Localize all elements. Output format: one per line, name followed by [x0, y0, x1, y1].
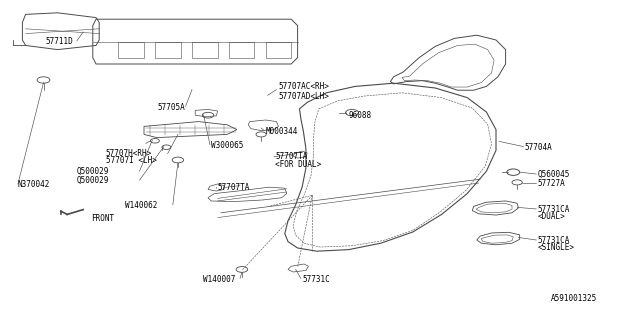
Text: 57707AD<LH>: 57707AD<LH>	[278, 92, 329, 100]
Text: 57707AC<RH>: 57707AC<RH>	[278, 82, 329, 91]
Text: <SINGLE>: <SINGLE>	[538, 244, 575, 252]
Text: 57707TA: 57707TA	[218, 183, 250, 192]
Text: A591001325: A591001325	[550, 294, 596, 303]
Text: W300065: W300065	[211, 141, 244, 150]
Text: 57705A: 57705A	[158, 103, 186, 112]
Text: W140062: W140062	[125, 201, 157, 210]
Text: 57731C: 57731C	[302, 275, 330, 284]
Text: 57707H<RH>: 57707H<RH>	[106, 149, 152, 158]
Text: 57727A: 57727A	[538, 179, 565, 188]
Text: FRONT: FRONT	[91, 214, 114, 223]
Text: Q500029: Q500029	[77, 167, 109, 176]
Text: 57707TA: 57707TA	[275, 152, 308, 161]
Text: <DUAL>: <DUAL>	[538, 212, 565, 221]
Text: N370042: N370042	[18, 180, 51, 189]
Text: 96088: 96088	[349, 111, 372, 120]
Text: Q500029: Q500029	[77, 176, 109, 185]
Text: 57731CA: 57731CA	[538, 236, 570, 245]
Text: M000344: M000344	[266, 127, 298, 136]
Text: 57711D: 57711D	[46, 37, 74, 46]
Text: 57704A: 57704A	[525, 143, 552, 152]
Text: W140007: W140007	[203, 275, 236, 284]
Text: 57707I <LH>: 57707I <LH>	[106, 156, 156, 165]
Text: Q560045: Q560045	[538, 170, 570, 179]
Text: 57731CA: 57731CA	[538, 205, 570, 214]
Text: <FOR DUAL>: <FOR DUAL>	[275, 160, 321, 169]
